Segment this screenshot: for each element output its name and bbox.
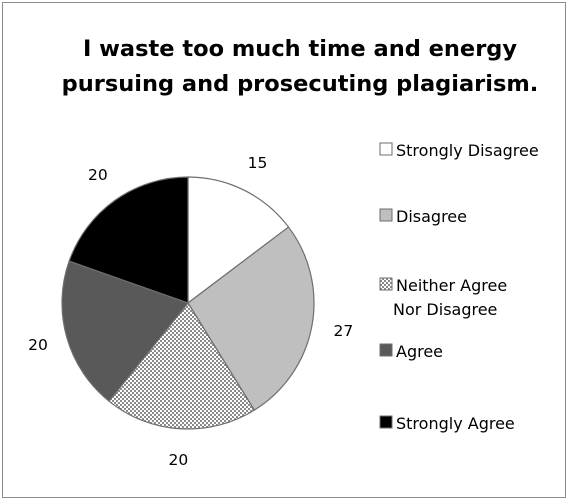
- pie-slice-4: [68, 176, 189, 304]
- pie-slice-3: [61, 260, 189, 403]
- pie-data-labels: 15 27 20 20 20: [28, 154, 353, 469]
- pie-slices: [61, 176, 315, 430]
- pie-slice-0: [187, 176, 290, 305]
- pie-slice-1: [187, 226, 315, 411]
- legend-label-4: Strongly Agree: [396, 414, 515, 433]
- data-label-4: 20: [88, 166, 108, 184]
- pie-slice-2: [108, 301, 256, 430]
- chart-title-line-2: pursuing and prosecuting plagiarism.: [62, 71, 539, 97]
- chart-legend: Strongly Disagree Disagree Neither Agree No…: [379, 141, 539, 433]
- data-label-2: 20: [169, 451, 189, 469]
- data-label-3: 20: [28, 336, 48, 354]
- legend-label-2-line-1: Nor Disagree: [393, 300, 497, 319]
- legend-swatch-1: [379, 208, 393, 222]
- legend-swatch-3: [379, 343, 393, 357]
- legend-label-1: Disagree: [396, 207, 467, 226]
- legend-label-2-line-0: Neither Agree: [396, 276, 507, 295]
- data-label-1: 27: [333, 322, 353, 340]
- legend-swatch-2: [379, 277, 393, 291]
- chart-title-line-1: I waste too much time and energy: [83, 36, 517, 62]
- legend-swatch-0: [379, 142, 393, 156]
- data-label-0: 15: [248, 154, 268, 172]
- legend-label-0: Strongly Disagree: [396, 141, 539, 160]
- legend-swatch-4: [379, 415, 393, 429]
- legend-label-3: Agree: [396, 342, 443, 361]
